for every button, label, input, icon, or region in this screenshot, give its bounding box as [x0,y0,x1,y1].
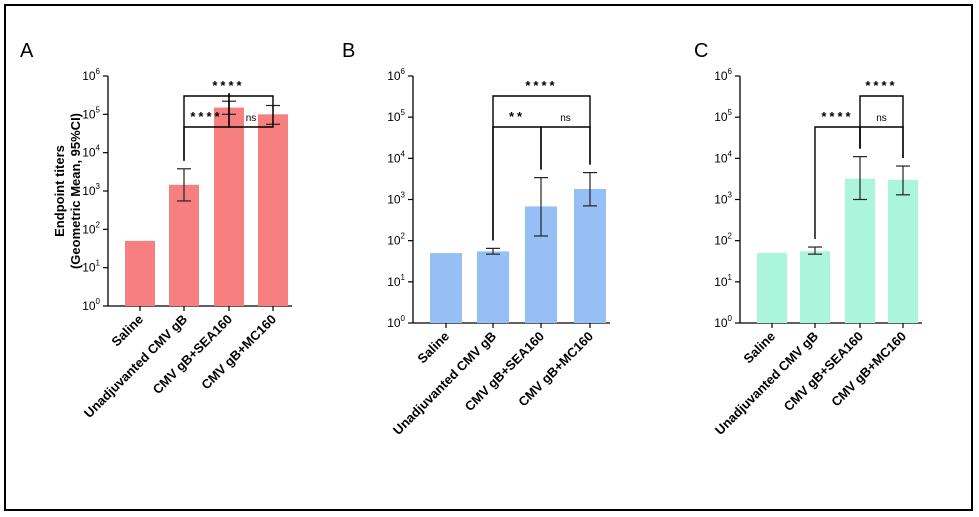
y-tick-label: 103 [82,182,100,198]
significance-label: **** [525,78,557,93]
bar [477,251,509,323]
y-tick-label: 105 [82,105,100,121]
bar [574,188,606,323]
x-category-label: CMV gB+SEA160 [781,329,866,414]
y-tick-label: 100 [387,314,405,330]
bar [258,114,288,306]
significance-label: **** [821,109,853,124]
y-tick-label: 106 [82,67,100,83]
y-axis-title-line2: (Geometric Mean, 95%CI) [68,113,83,269]
panel-letter: A [20,40,34,62]
bar [214,107,244,307]
y-tick-label: 104 [387,149,405,165]
y-tick-label: 103 [714,191,732,207]
y-tick-label: 104 [714,149,732,165]
significance-label: **** [212,78,244,93]
y-tick-label: 101 [714,273,732,289]
significance-label: ns [246,113,257,124]
panel-letter: B [342,40,355,62]
x-category-label: Saline [108,312,146,350]
y-tick-label: 101 [387,273,405,289]
x-category-label: Saline [414,329,452,367]
x-category-label: Saline [740,329,778,367]
x-category-label: CMV gB+SEA160 [150,312,235,397]
bar [169,184,199,306]
y-tick-label: 104 [82,144,100,160]
bar [888,179,918,323]
panel-c: C100101102103104105106SalineUnadjuvanted… [694,40,922,438]
x-category-label: CMV gB+MC160 [198,312,279,393]
figure-frame [4,4,973,511]
significance-label: **** [865,78,897,93]
x-category-label: CMV gB+MC160 [828,329,909,410]
bar [845,178,875,323]
y-tick-label: 100 [714,314,732,330]
y-tick-label: 102 [387,232,405,248]
y-axis-title-line1: Endpoint titers [52,145,67,237]
y-tick-label: 105 [714,108,732,124]
y-tick-label: 103 [387,191,405,207]
significance-label: ** [509,109,525,124]
bar [125,240,155,306]
y-tick-label: 100 [82,297,100,313]
y-tick-label: 102 [714,232,732,248]
significance-label: **** [190,109,222,124]
panel-letter: C [694,40,708,62]
panel-b: B100101102103104105106SalineUnadjuvanted… [342,40,610,438]
y-tick-label: 106 [387,67,405,83]
bar [757,253,787,323]
bar [430,253,462,323]
significance-label: ns [876,113,887,124]
significance-bracket [228,93,274,128]
y-tick-label: 105 [387,108,405,124]
y-tick-label: 102 [82,220,100,236]
significance-label: ns [560,113,571,124]
significance-bracket [540,126,591,170]
y-tick-label: 106 [714,67,732,83]
bar [800,251,830,323]
significance-bracket [859,126,904,159]
y-tick-label: 101 [82,259,100,275]
panel-a: A100101102103104105106SalineUnadjuvanted… [20,40,292,421]
